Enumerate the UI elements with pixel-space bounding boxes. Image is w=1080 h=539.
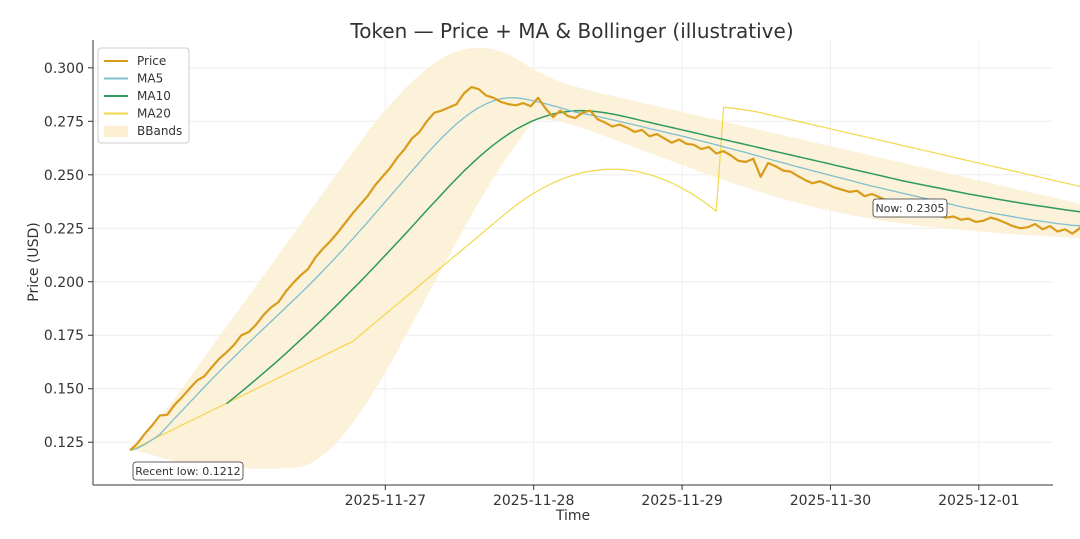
legend-label: MA20 (137, 107, 171, 121)
legend-label: BBands (137, 124, 182, 138)
recent-low-box (132, 461, 244, 481)
x-tick-label: 2025-11-29 (641, 493, 722, 509)
x-axis-label: Time (555, 508, 590, 524)
x-ticks: 2025-11-27 2025-11-28 2025-11-29 2025-11-30… (345, 485, 1019, 509)
legend-swatch-bbands (104, 126, 128, 137)
y-tick-label: 0.125 (44, 435, 84, 451)
x-tick-label: 2025-11-27 (345, 493, 426, 509)
y-axis-label: Price (USD) (26, 222, 42, 301)
legend-box (97, 47, 190, 144)
x-tick-label: 2025-11-30 (790, 493, 871, 509)
y-tick-label: 0.150 (44, 382, 84, 398)
x-tick-label: 2025-12-01 (938, 493, 1019, 509)
y-ticks: 0.125 0.150 0.175 0.200 0.225 0.250 0.275 0.300 (44, 61, 93, 451)
now-label-box (872, 198, 948, 218)
y-tick-label: 0.250 (44, 168, 84, 184)
x-tick-label: 2025-11-28 (493, 493, 574, 509)
legend-label: Price (137, 54, 166, 68)
y-tick-label: 0.275 (44, 114, 84, 130)
y-tick-label: 0.175 (44, 328, 84, 344)
y-tick-label: 0.300 (44, 61, 84, 77)
chart-title: Token — Price + MA & Bollinger (illustra… (349, 19, 793, 43)
y-tick-label: 0.200 (44, 275, 84, 291)
bbands-area (130, 47, 1080, 469)
series-line-ma10 (226, 109, 1080, 405)
legend-label: MA10 (137, 89, 171, 103)
now-label: Now: 0.2305 (875, 202, 944, 215)
y-tick-label: 0.225 (44, 221, 84, 237)
annotations: Now: 0.2305 × Recent low: 0.1212 (132, 198, 948, 481)
recent-low-label: Recent low: 0.1212 (135, 465, 240, 478)
legend-label: MA5 (137, 72, 163, 86)
legend: Price MA5 MA10 MA20 BBands (97, 47, 190, 144)
series-line-ma20 (129, 106, 1080, 451)
